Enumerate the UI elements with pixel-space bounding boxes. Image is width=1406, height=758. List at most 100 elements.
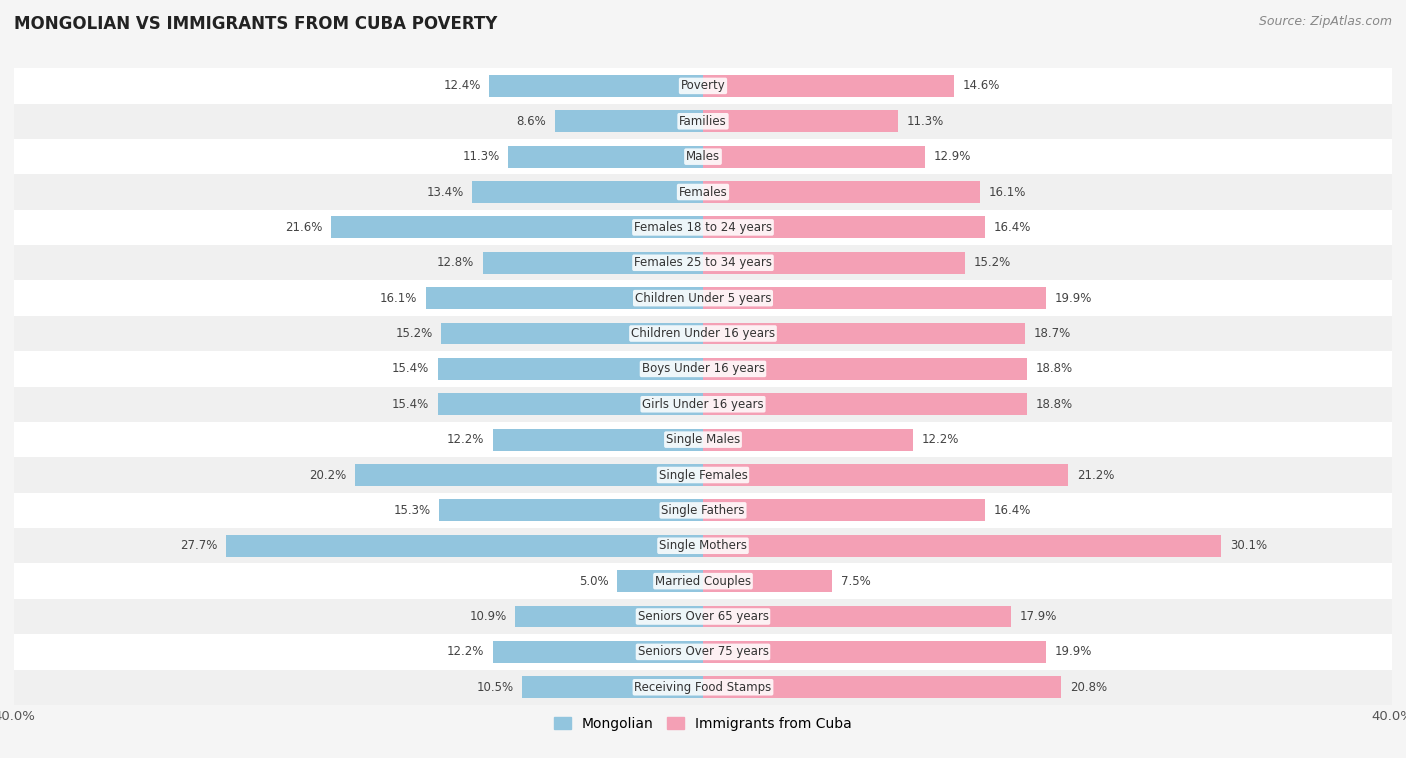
Text: Females 25 to 34 years: Females 25 to 34 years: [634, 256, 772, 269]
Bar: [472, 181, 703, 203]
Bar: [494, 429, 703, 450]
Bar: [703, 606, 1011, 628]
Bar: [14, 210, 1392, 245]
Text: 5.0%: 5.0%: [579, 575, 609, 587]
Bar: [515, 606, 703, 628]
Text: 10.5%: 10.5%: [477, 681, 513, 694]
Text: Females: Females: [679, 186, 727, 199]
Text: 27.7%: 27.7%: [180, 539, 218, 553]
Text: 21.2%: 21.2%: [1077, 468, 1114, 481]
Text: 17.9%: 17.9%: [1019, 610, 1057, 623]
Bar: [14, 245, 1392, 280]
Text: 18.8%: 18.8%: [1035, 398, 1073, 411]
Bar: [703, 535, 1222, 556]
Bar: [14, 422, 1392, 457]
Bar: [703, 358, 1026, 380]
Bar: [14, 387, 1392, 422]
Bar: [703, 323, 1025, 344]
Bar: [14, 139, 1392, 174]
Bar: [330, 217, 703, 238]
Bar: [703, 464, 1069, 486]
Bar: [14, 669, 1392, 705]
Text: 15.4%: 15.4%: [392, 398, 429, 411]
Text: 18.7%: 18.7%: [1033, 327, 1071, 340]
Text: Seniors Over 65 years: Seniors Over 65 years: [637, 610, 769, 623]
Text: 11.3%: 11.3%: [463, 150, 499, 163]
Text: 15.3%: 15.3%: [394, 504, 430, 517]
Text: Single Mothers: Single Mothers: [659, 539, 747, 553]
Text: 15.2%: 15.2%: [973, 256, 1011, 269]
Text: 15.2%: 15.2%: [395, 327, 433, 340]
Bar: [356, 464, 703, 486]
Text: Females 18 to 24 years: Females 18 to 24 years: [634, 221, 772, 234]
Text: 21.6%: 21.6%: [285, 221, 322, 234]
Bar: [14, 493, 1392, 528]
Text: 10.9%: 10.9%: [470, 610, 506, 623]
Text: 12.2%: 12.2%: [447, 645, 484, 659]
Text: 16.4%: 16.4%: [994, 504, 1032, 517]
Bar: [441, 323, 703, 344]
Text: 16.4%: 16.4%: [994, 221, 1032, 234]
Text: 15.4%: 15.4%: [392, 362, 429, 375]
Text: Girls Under 16 years: Girls Under 16 years: [643, 398, 763, 411]
Text: 16.1%: 16.1%: [988, 186, 1026, 199]
Bar: [703, 641, 1046, 662]
Text: 11.3%: 11.3%: [907, 114, 943, 128]
Text: 19.9%: 19.9%: [1054, 645, 1091, 659]
Text: Children Under 16 years: Children Under 16 years: [631, 327, 775, 340]
Text: Receiving Food Stamps: Receiving Food Stamps: [634, 681, 772, 694]
Bar: [522, 676, 703, 698]
Bar: [14, 316, 1392, 351]
Bar: [14, 457, 1392, 493]
Bar: [482, 252, 703, 274]
Bar: [14, 634, 1392, 669]
Bar: [437, 393, 703, 415]
Bar: [703, 570, 832, 592]
Text: Males: Males: [686, 150, 720, 163]
Text: 7.5%: 7.5%: [841, 575, 870, 587]
Text: Single Males: Single Males: [666, 433, 740, 446]
Bar: [437, 358, 703, 380]
Legend: Mongolian, Immigrants from Cuba: Mongolian, Immigrants from Cuba: [548, 711, 858, 736]
Bar: [555, 111, 703, 132]
Bar: [703, 111, 897, 132]
Text: 14.6%: 14.6%: [963, 80, 1001, 92]
Bar: [14, 351, 1392, 387]
Bar: [14, 68, 1392, 104]
Bar: [703, 676, 1062, 698]
Bar: [703, 393, 1026, 415]
Text: Single Fathers: Single Fathers: [661, 504, 745, 517]
Bar: [703, 500, 986, 522]
Text: 19.9%: 19.9%: [1054, 292, 1091, 305]
Bar: [14, 280, 1392, 316]
Text: 16.1%: 16.1%: [380, 292, 418, 305]
Bar: [494, 641, 703, 662]
Bar: [703, 429, 912, 450]
Text: 18.8%: 18.8%: [1035, 362, 1073, 375]
Bar: [509, 146, 703, 168]
Text: Poverty: Poverty: [681, 80, 725, 92]
Text: 20.8%: 20.8%: [1070, 681, 1107, 694]
Text: 12.9%: 12.9%: [934, 150, 972, 163]
Text: 12.4%: 12.4%: [443, 80, 481, 92]
Text: 12.2%: 12.2%: [447, 433, 484, 446]
Text: 12.8%: 12.8%: [437, 256, 474, 269]
Bar: [14, 174, 1392, 210]
Text: 13.4%: 13.4%: [426, 186, 464, 199]
Bar: [703, 75, 955, 97]
Bar: [226, 535, 703, 556]
Text: 8.6%: 8.6%: [516, 114, 547, 128]
Bar: [703, 287, 1046, 309]
Bar: [440, 500, 703, 522]
Text: Married Couples: Married Couples: [655, 575, 751, 587]
Bar: [14, 528, 1392, 563]
Text: Source: ZipAtlas.com: Source: ZipAtlas.com: [1258, 15, 1392, 28]
Bar: [703, 146, 925, 168]
Text: 30.1%: 30.1%: [1230, 539, 1267, 553]
Bar: [14, 563, 1392, 599]
Bar: [426, 287, 703, 309]
Text: 20.2%: 20.2%: [309, 468, 346, 481]
Text: Families: Families: [679, 114, 727, 128]
Bar: [703, 252, 965, 274]
Text: Single Females: Single Females: [658, 468, 748, 481]
